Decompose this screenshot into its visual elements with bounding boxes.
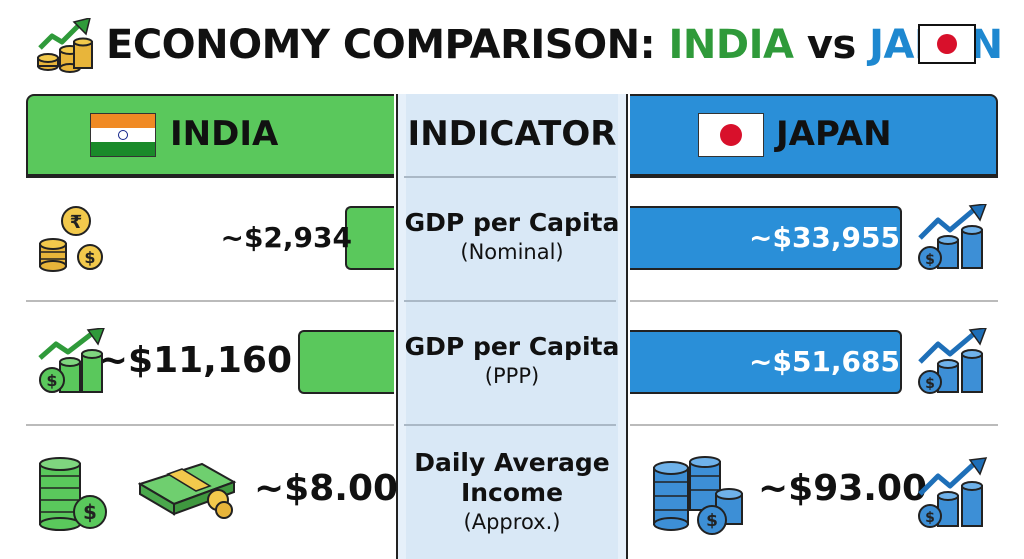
japan-value-daily-income: ~$93.00 bbox=[758, 468, 928, 509]
indicator-line2: (Nominal) bbox=[460, 240, 564, 264]
japan-value-gdp-ppp: ~$51,685 bbox=[749, 345, 900, 378]
india-header bbox=[26, 94, 394, 176]
japan-bar-gdp-ppp bbox=[630, 330, 902, 394]
indicator-line1: GDP per Capita bbox=[404, 332, 620, 361]
india-column-label: INDIA bbox=[170, 114, 279, 154]
svg-text:$: $ bbox=[925, 376, 935, 392]
row-divider bbox=[26, 300, 394, 302]
coin-growth-icon: $ bbox=[918, 457, 988, 528]
row-divider bbox=[630, 424, 998, 426]
india-flag-icon bbox=[90, 113, 156, 157]
india-value-gdp-nominal: ~$2,934 bbox=[220, 221, 352, 254]
indicator-column bbox=[396, 94, 628, 559]
money-growth-chart-icon bbox=[37, 18, 93, 73]
row-divider bbox=[26, 424, 394, 426]
coin-growth-icon: $ bbox=[918, 328, 987, 394]
indicator-line1b: Income bbox=[460, 478, 564, 507]
indicator-daily-income: Daily Average Income (Approx.) bbox=[396, 448, 628, 536]
row-divider bbox=[404, 300, 616, 302]
japan-flag-icon bbox=[918, 24, 976, 64]
japan-flag-icon bbox=[698, 113, 764, 157]
coin-stack-icon: $ bbox=[39, 457, 107, 531]
india-bar-gdp-ppp bbox=[298, 330, 394, 394]
row-divider bbox=[630, 300, 998, 302]
india-value-gdp-ppp: ~$11,160 bbox=[97, 340, 292, 381]
svg-text:$: $ bbox=[46, 371, 57, 390]
indicator-gdp-ppp: GDP per Capita (PPP) bbox=[396, 332, 628, 390]
india-value-daily-income: ~$8.00 bbox=[254, 468, 399, 509]
title-india: INDIA bbox=[668, 22, 794, 68]
header-divider-left bbox=[26, 176, 394, 178]
blue-coin-stacks-icon: $ bbox=[653, 456, 743, 535]
japan-value-gdp-nominal: ~$33,955 bbox=[749, 221, 900, 254]
dollar-growth-icon: $ bbox=[38, 328, 105, 393]
svg-text:$: $ bbox=[925, 252, 935, 268]
rupee-coins-icon: ₹ $ bbox=[39, 206, 103, 272]
indicator-line1: GDP per Capita bbox=[404, 208, 620, 237]
indicator-column-label: INDICATOR bbox=[407, 114, 617, 154]
indicator-line2: (Approx.) bbox=[463, 510, 561, 534]
row-divider bbox=[404, 424, 616, 426]
svg-text:$: $ bbox=[706, 511, 718, 531]
india-bar-gdp-nominal bbox=[344, 206, 394, 270]
japan-header bbox=[630, 94, 998, 176]
svg-text:₹: ₹ bbox=[70, 212, 83, 233]
title-prefix: ECONOMY COMPARISON: bbox=[106, 22, 669, 68]
indicator-gdp-nominal: GDP per Capita (Nominal) bbox=[396, 208, 628, 266]
indicator-line1: Daily Average bbox=[414, 448, 610, 477]
cash-bundle-icon bbox=[138, 462, 237, 519]
header-divider-right bbox=[630, 176, 998, 178]
japan-column-label: JAPAN bbox=[776, 114, 892, 154]
svg-text:$: $ bbox=[84, 248, 95, 267]
svg-text:$: $ bbox=[925, 510, 935, 526]
title-bar: ECONOMY COMPARISON: INDIA vs JAPAN bbox=[0, 18, 1024, 78]
coin-growth-icon: $ bbox=[918, 204, 987, 270]
page-title: ECONOMY COMPARISON: INDIA vs JAPAN bbox=[106, 22, 1003, 68]
indicator-line2: (PPP) bbox=[484, 364, 540, 388]
svg-text:$: $ bbox=[83, 500, 97, 524]
japan-bar-gdp-nominal bbox=[630, 206, 902, 270]
header-divider-indicator bbox=[404, 176, 616, 178]
title-vs: vs bbox=[793, 22, 870, 68]
